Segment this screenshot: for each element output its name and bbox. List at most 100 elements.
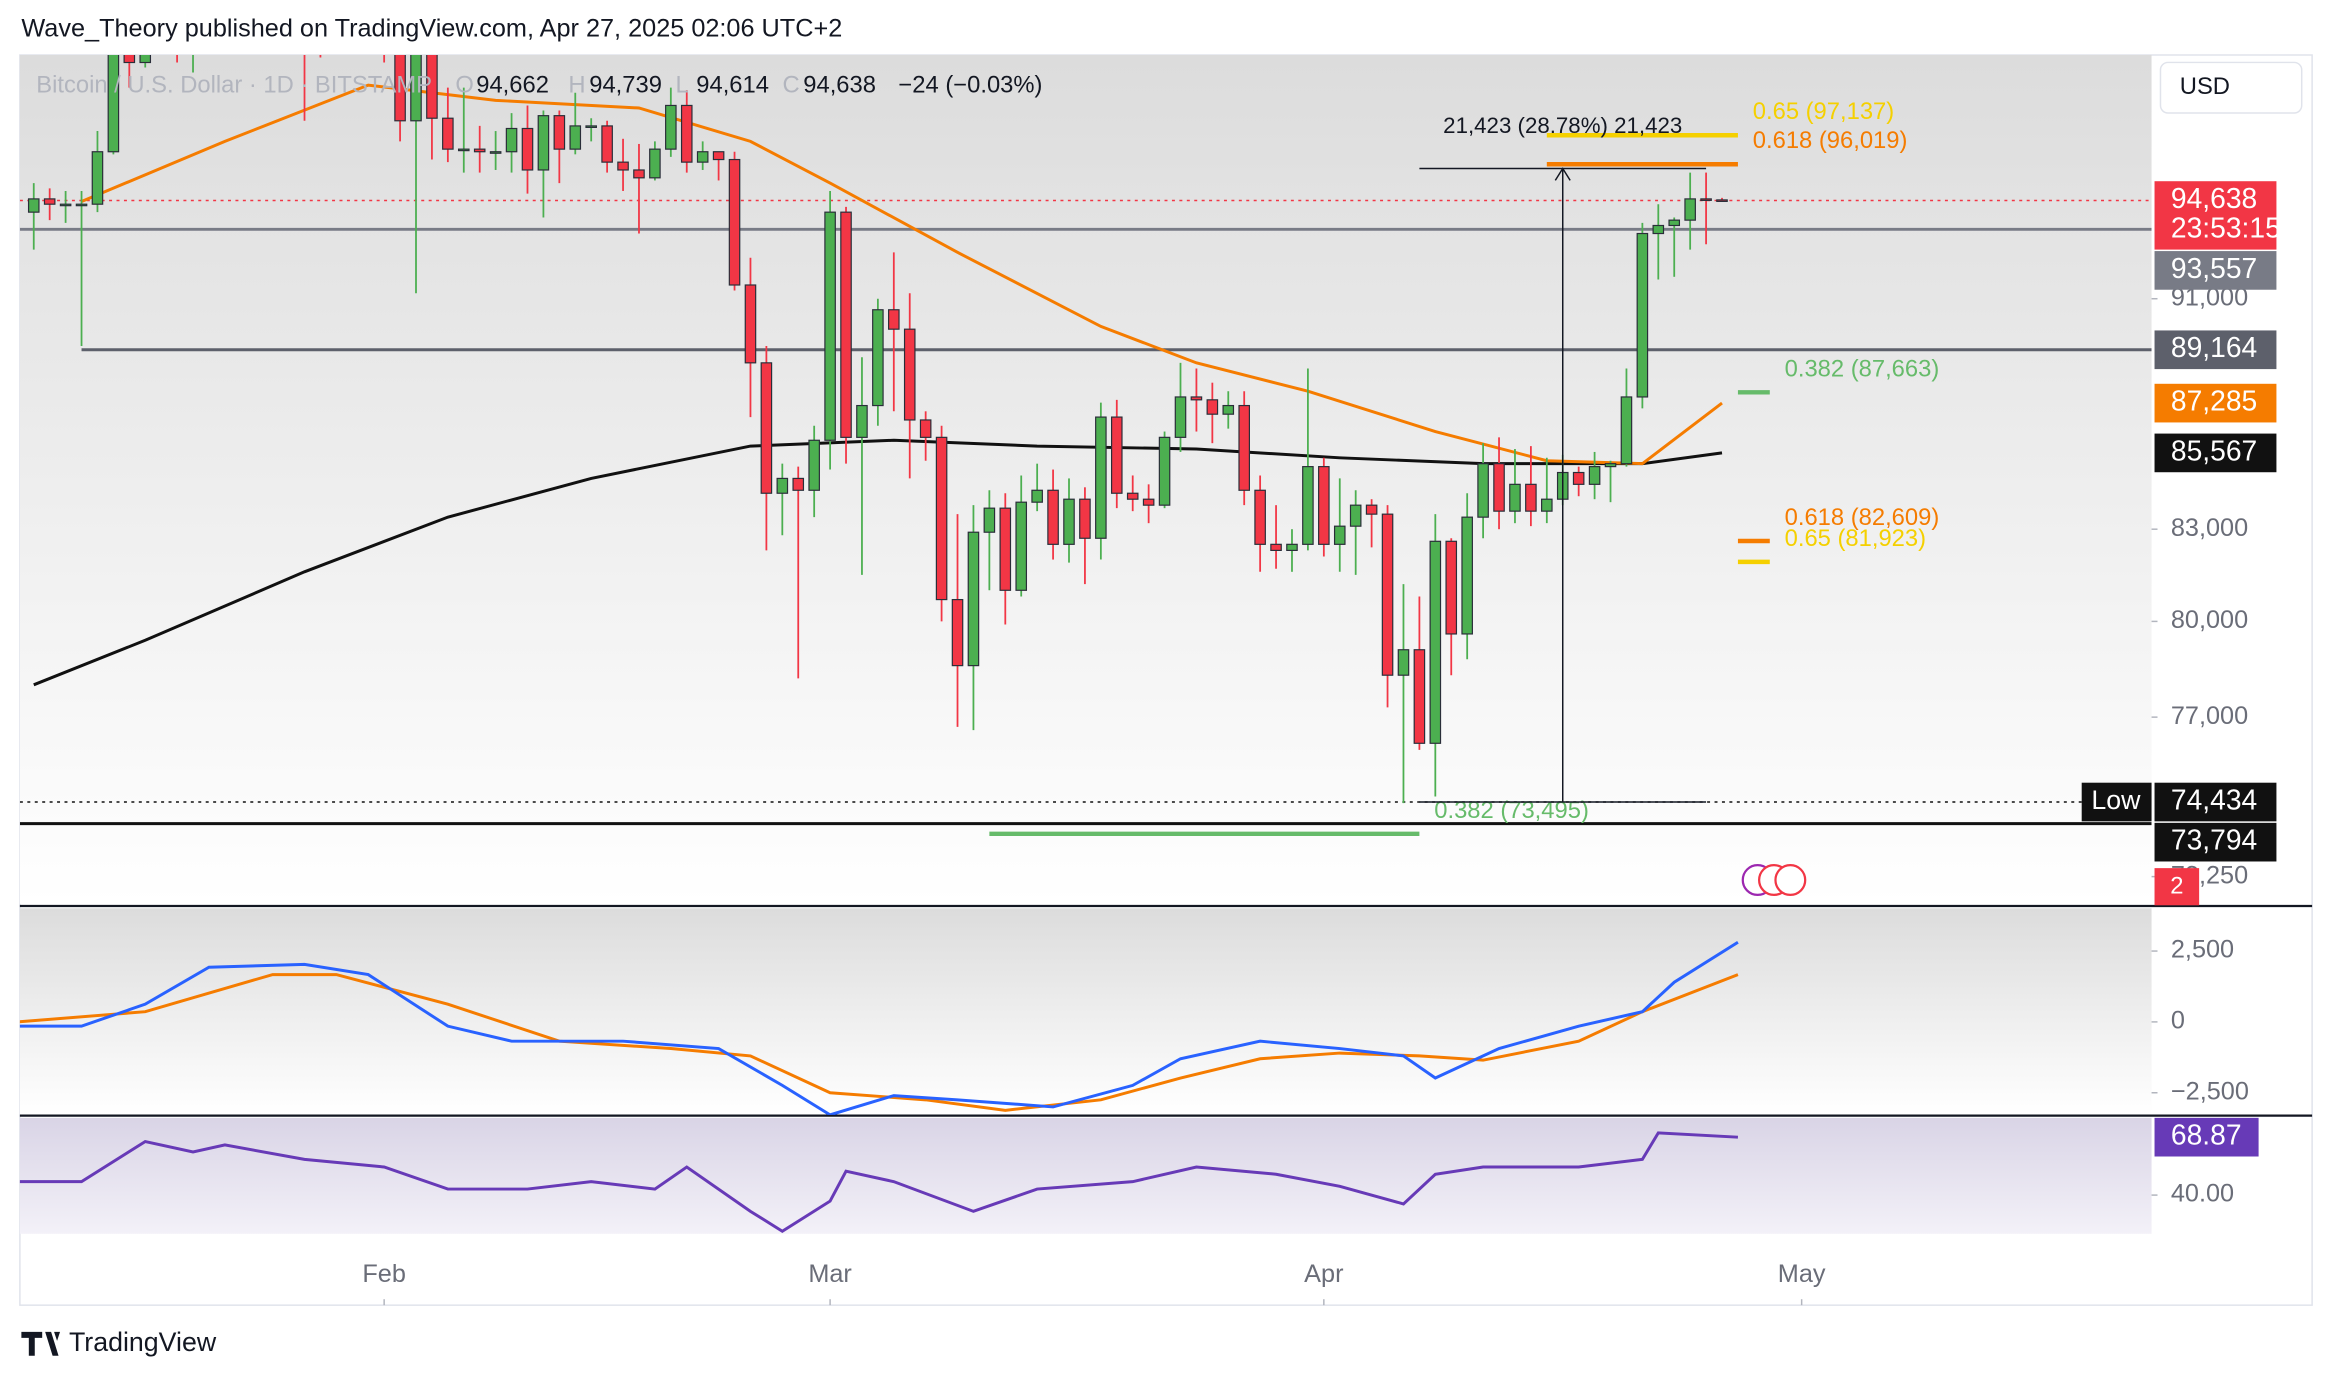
candle-body bbox=[139, 55, 152, 64]
candle-body bbox=[1158, 436, 1171, 506]
candle-body bbox=[951, 598, 964, 667]
candle-body bbox=[633, 169, 645, 179]
candle-body bbox=[1620, 396, 1633, 465]
candle-body bbox=[856, 404, 868, 438]
price-label: 93,557 bbox=[2171, 252, 2257, 284]
price-pane bbox=[19, 55, 2152, 904]
price-label: 87,285 bbox=[2171, 385, 2257, 417]
macd-plot bbox=[19, 941, 1739, 1115]
candle-body bbox=[410, 55, 422, 122]
candle-body bbox=[728, 158, 741, 286]
candle-body bbox=[27, 198, 40, 213]
price-label-tag: Low bbox=[2091, 785, 2141, 815]
candle-body bbox=[107, 55, 120, 153]
candle-body bbox=[204, 0, 214, 13]
candle-body bbox=[983, 507, 996, 533]
candle-body bbox=[967, 531, 980, 667]
price-label-tag-box bbox=[2081, 782, 2152, 822]
candle-body bbox=[744, 284, 757, 364]
candle-body bbox=[1668, 219, 1681, 227]
candle-body bbox=[1254, 489, 1266, 545]
x-tick-label: Feb bbox=[362, 1260, 406, 1288]
candle-body bbox=[123, 55, 136, 64]
candle-body bbox=[617, 161, 629, 171]
legend: Bitcoin / U.S. Dollar · 1D · BITSTAMP bbox=[36, 71, 432, 98]
legend-value: 94,739 bbox=[589, 71, 662, 98]
currency-label[interactable]: USD bbox=[2180, 73, 2230, 100]
fib-label: 0.65 (97,137) bbox=[1753, 98, 1894, 125]
candle-body bbox=[59, 203, 72, 207]
rsi-pane bbox=[19, 1117, 2152, 1234]
candle-body bbox=[553, 115, 566, 150]
event-icon bbox=[1774, 864, 1807, 896]
candle-body bbox=[665, 104, 677, 150]
candle-body bbox=[1333, 525, 1346, 545]
legend-change: −24 (−0.03%) bbox=[898, 71, 1042, 98]
candle-body bbox=[760, 362, 773, 494]
rsi-value-label: 68.87 bbox=[2171, 1119, 2242, 1151]
candle-body bbox=[1700, 198, 1712, 201]
candle-body bbox=[935, 436, 948, 601]
candle-body bbox=[1190, 396, 1203, 401]
candle-body bbox=[1684, 198, 1696, 221]
candle-body bbox=[1588, 466, 1601, 485]
candle-body bbox=[91, 151, 104, 205]
price-label-box bbox=[2154, 383, 2277, 423]
price-label: 94,638 bbox=[2171, 182, 2257, 214]
candle-body bbox=[1381, 513, 1394, 676]
candle-body bbox=[1142, 498, 1155, 506]
rsi-line bbox=[19, 1131, 1739, 1233]
candle-body bbox=[75, 203, 88, 207]
fib-label: 0.382 (73,495) bbox=[1434, 797, 1589, 824]
candle-body bbox=[473, 148, 486, 153]
rsi-plot bbox=[19, 1131, 1739, 1233]
candle-body bbox=[1461, 516, 1473, 635]
x-tick-label: May bbox=[1778, 1260, 1826, 1288]
candle-body bbox=[1652, 224, 1665, 235]
candle-body bbox=[1206, 399, 1219, 415]
candle-body bbox=[872, 309, 884, 407]
candle-body bbox=[712, 151, 725, 161]
legend-values: O 94,662 H 94,739 L 94,614 C 94,638 −24 (−0.03%) bbox=[455, 71, 1042, 98]
candle-body bbox=[1509, 483, 1521, 512]
candle-body bbox=[1541, 498, 1553, 512]
candle-body bbox=[649, 148, 661, 179]
candle-body bbox=[903, 328, 916, 421]
price-label-countdown: 23:53:15 bbox=[2171, 212, 2281, 244]
header: Wave_Theory published on TradingView.com… bbox=[21, 14, 842, 42]
legend-symbol: Bitcoin / U.S. Dollar · 1D · BITSTAMP bbox=[36, 71, 432, 98]
candle-body bbox=[1349, 504, 1362, 527]
candle-body bbox=[585, 125, 597, 128]
legend-key: L bbox=[675, 71, 688, 98]
candle-body bbox=[1429, 540, 1442, 744]
legend-key: H bbox=[568, 71, 585, 98]
candle-body bbox=[442, 117, 454, 150]
price-label-box bbox=[2154, 782, 2277, 822]
candle-body bbox=[1397, 649, 1410, 676]
legend-value: 94,614 bbox=[696, 71, 769, 98]
alert-badge-text: 2 bbox=[2170, 873, 2183, 900]
candle-body bbox=[43, 198, 56, 205]
candle-body bbox=[1031, 489, 1043, 503]
candle-body bbox=[569, 125, 582, 150]
candle-body bbox=[792, 477, 805, 491]
macd-tick-label: 2,500 bbox=[2171, 936, 2234, 964]
candle-body bbox=[1604, 463, 1617, 468]
currency-button[interactable] bbox=[2159, 61, 2303, 114]
price-label: 89,164 bbox=[2171, 331, 2257, 363]
candle-body bbox=[680, 104, 693, 163]
candle-body bbox=[1445, 540, 1458, 635]
candle-body bbox=[1079, 498, 1091, 539]
legend-value: 94,662 bbox=[476, 71, 549, 98]
price-plot: 0.65 (97,137)0.618 (96,019) 0.382 (87,663… bbox=[19, 0, 2152, 837]
price-label-box bbox=[2154, 251, 2277, 290]
candle-body bbox=[1318, 466, 1330, 545]
y-tick-label: 77,000 bbox=[2171, 702, 2248, 730]
candle-body bbox=[489, 151, 502, 154]
candle-body bbox=[457, 148, 470, 152]
fib-label: 0.382 (87,663) bbox=[1785, 355, 1940, 382]
footer-brand: TradingView bbox=[69, 1327, 217, 1357]
candle-body bbox=[1493, 463, 1505, 512]
candle-body bbox=[1110, 416, 1123, 494]
